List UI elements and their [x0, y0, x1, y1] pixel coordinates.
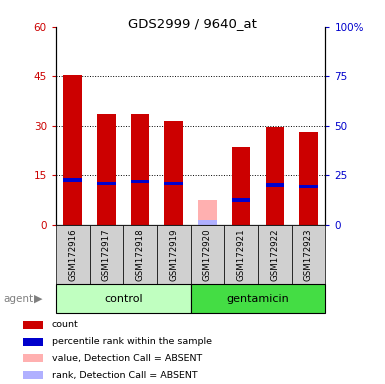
Text: GSM172923: GSM172923: [304, 228, 313, 281]
Text: GDS2999 / 9640_at: GDS2999 / 9640_at: [128, 17, 257, 30]
Text: value, Detection Call = ABSENT: value, Detection Call = ABSENT: [52, 354, 202, 363]
Bar: [164, 182, 183, 185]
Text: rank, Detection Call = ABSENT: rank, Detection Call = ABSENT: [52, 371, 197, 380]
Bar: [23, 338, 43, 346]
Text: ▶: ▶: [34, 293, 43, 304]
Bar: [299, 132, 318, 225]
Text: count: count: [52, 320, 78, 329]
Bar: [131, 180, 149, 184]
Bar: [97, 182, 115, 185]
Text: GSM172920: GSM172920: [203, 228, 212, 281]
Bar: [123, 225, 157, 284]
Bar: [157, 225, 191, 284]
Text: agent: agent: [4, 293, 34, 304]
Bar: [292, 225, 325, 284]
Text: GSM172921: GSM172921: [237, 228, 246, 281]
Bar: [89, 225, 123, 284]
Bar: [191, 225, 224, 284]
Text: GSM172918: GSM172918: [136, 228, 144, 281]
Text: percentile rank within the sample: percentile rank within the sample: [52, 337, 212, 346]
Bar: [266, 184, 284, 187]
Text: gentamicin: gentamicin: [227, 293, 289, 304]
Bar: [198, 200, 217, 225]
Bar: [64, 74, 82, 225]
Bar: [232, 198, 250, 202]
Bar: [198, 220, 217, 225]
Bar: [258, 225, 292, 284]
Bar: [64, 179, 82, 182]
Bar: [97, 114, 115, 225]
Text: control: control: [104, 293, 142, 304]
Text: GSM172919: GSM172919: [169, 228, 178, 281]
Bar: [191, 284, 325, 313]
Bar: [23, 354, 43, 362]
Bar: [23, 371, 43, 379]
Bar: [299, 185, 318, 189]
Text: GSM172916: GSM172916: [68, 228, 77, 281]
Bar: [56, 284, 191, 313]
Bar: [131, 114, 149, 225]
Bar: [56, 225, 89, 284]
Bar: [224, 225, 258, 284]
Text: GSM172922: GSM172922: [270, 228, 279, 281]
Bar: [23, 321, 43, 329]
Bar: [164, 121, 183, 225]
Text: GSM172917: GSM172917: [102, 228, 111, 281]
Bar: [232, 147, 250, 225]
Bar: [266, 127, 284, 225]
